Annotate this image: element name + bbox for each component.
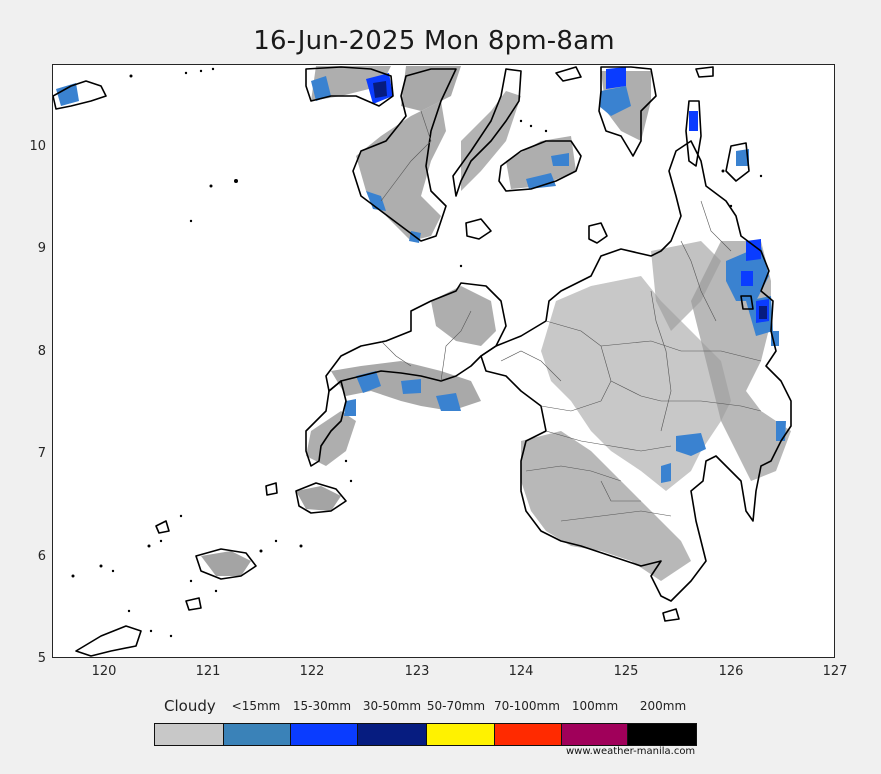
mindanao-visayas-map xyxy=(53,66,792,657)
x-tick-121: 121 xyxy=(195,664,221,679)
legend-color-bar xyxy=(154,723,697,746)
legend-label-200: 200mm xyxy=(639,699,687,713)
x-tick-127: 127 xyxy=(822,664,848,679)
cloud-cover-layer xyxy=(201,66,791,581)
credit-text: www.weather-manila.com xyxy=(566,746,696,757)
bohol-coast xyxy=(498,140,582,192)
east-islets xyxy=(725,142,750,182)
x-tick-120: 120 xyxy=(91,664,117,679)
legend-swatch-100 xyxy=(561,724,629,745)
negros-coast xyxy=(352,68,457,242)
legend-swatch-30-50 xyxy=(358,724,427,745)
y-tick-9: 9 xyxy=(37,241,46,256)
rain-heavy-layer xyxy=(373,81,767,319)
cebu-coast xyxy=(452,68,522,197)
x-tick-125: 125 xyxy=(613,664,639,679)
leyte-coast xyxy=(598,66,657,157)
y-tick-8: 8 xyxy=(37,344,46,359)
legend-label-70-100: 70-100mm xyxy=(494,699,560,713)
legend-swatch-lt15 xyxy=(223,724,291,745)
y-tick-7: 7 xyxy=(37,446,46,461)
x-tick-123: 123 xyxy=(404,664,430,679)
map-title: 16-Jun-2025 Mon 8pm-8am xyxy=(253,26,615,56)
y-tick-5: 5 xyxy=(37,651,46,666)
rainfall-map xyxy=(52,64,835,658)
tawitawi-coast xyxy=(75,625,142,657)
legend-label-lt15: <15mm xyxy=(231,699,281,713)
siquijor-coast xyxy=(465,218,492,240)
legend-swatch-70-100 xyxy=(494,724,562,745)
legend-label-15-30: 15-30mm xyxy=(292,699,352,713)
legend-swatch-50-70 xyxy=(427,724,495,745)
jolo-coast xyxy=(195,548,257,580)
y-tick-6: 6 xyxy=(37,549,46,564)
coastline-layer xyxy=(53,66,792,657)
legend-swatch-15-30 xyxy=(290,724,359,745)
x-tick-126: 126 xyxy=(718,664,744,679)
camiguin-coast xyxy=(588,222,608,244)
legend-label-50-70: 50-70mm xyxy=(426,699,486,713)
palawan-coast xyxy=(53,80,107,110)
legend-swatch-200 xyxy=(628,724,696,745)
zamboanga-tip xyxy=(305,380,347,467)
basilan-coast xyxy=(295,482,347,514)
x-tick-122: 122 xyxy=(299,664,325,679)
province-boundaries xyxy=(380,110,762,522)
panay-coast xyxy=(305,66,394,107)
y-tick-10: 10 xyxy=(29,139,46,154)
rain-light-layer xyxy=(56,76,786,483)
zamboanga-coast xyxy=(325,282,507,392)
legend-title-cloudy: Cloudy xyxy=(164,697,216,715)
legend-label-100: 100mm xyxy=(571,699,619,713)
legend-label-30-50: 30-50mm xyxy=(362,699,422,713)
siargao-coast xyxy=(685,100,702,167)
legend-swatch-cloudy xyxy=(155,724,224,745)
mindanao-coast xyxy=(480,140,792,602)
islet-specks xyxy=(71,67,763,638)
x-tick-124: 124 xyxy=(508,664,534,679)
